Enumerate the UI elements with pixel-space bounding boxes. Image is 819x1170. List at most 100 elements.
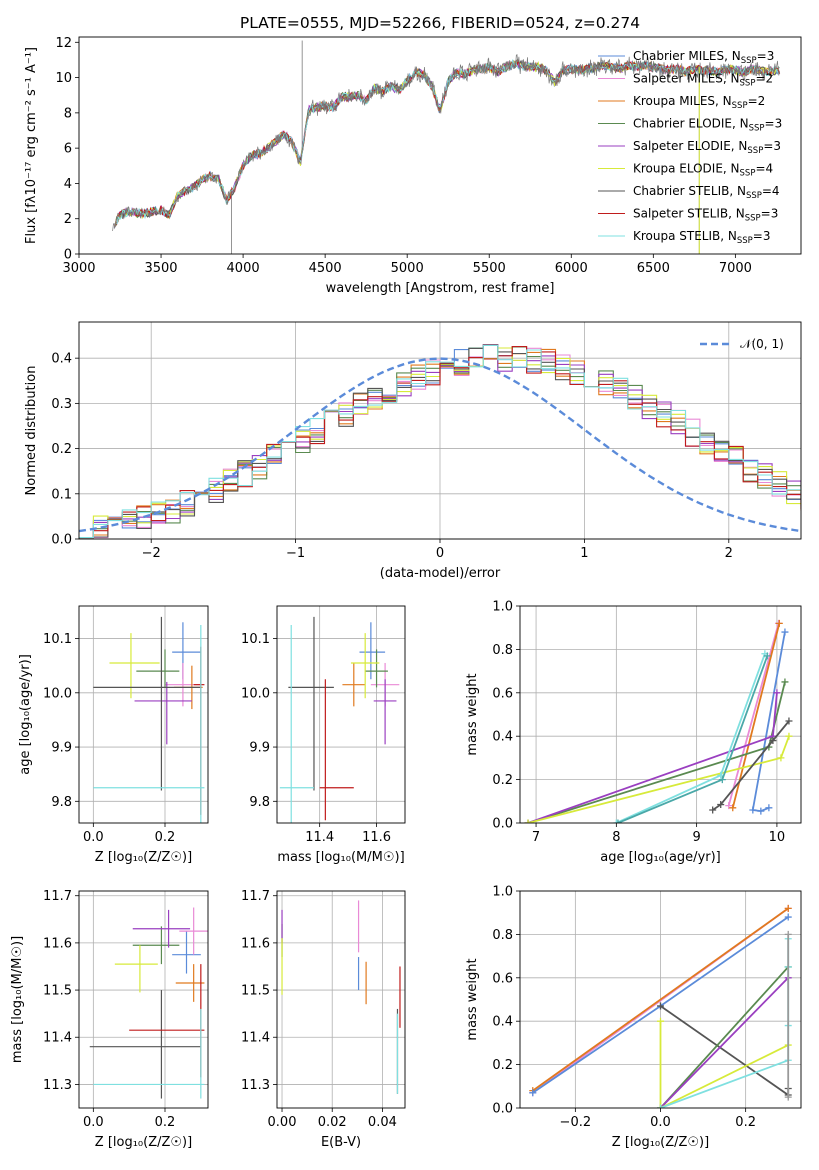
residual-histogram — [79, 347, 801, 539]
x-axis-label: wavelength [Angstrom, rest frame] — [326, 281, 555, 296]
y-tick-label: 0.1 — [51, 487, 72, 502]
mass-weight-marker — [717, 801, 725, 809]
mass-weight-line — [727, 623, 780, 806]
legend-entry: Chabrier ELODIE, NSSP=3 — [633, 117, 782, 134]
x-tick-label: 0 — [436, 546, 444, 561]
x-tick-label: 9 — [692, 830, 700, 845]
x-axis-label: Z [log₁₀(Z/Z☉)] — [95, 1135, 192, 1150]
legend-entry: Salpeter MILES, NSSP=2 — [633, 72, 773, 89]
plot-area — [79, 344, 801, 539]
x-tick-label: −2 — [142, 546, 161, 561]
plot-area — [93, 616, 205, 823]
y-tick-label: 10.0 — [43, 686, 72, 701]
y-axis-label: mass weight — [465, 958, 480, 1040]
y-tick-label: 12 — [55, 36, 72, 51]
legend-entry: Kroupa STELIB, NSSP=3 — [633, 229, 771, 246]
y-tick-label: 0.8 — [492, 928, 513, 943]
y-tick-label: 0.4 — [492, 1015, 513, 1030]
x-tick-label: 0.00 — [268, 1115, 297, 1130]
y-tick-label: 11.3 — [241, 1078, 270, 1093]
axes-frame — [78, 890, 209, 1109]
x-tick-label: 2 — [725, 546, 733, 561]
gaussian-curve — [79, 357, 801, 533]
legend-entry: Chabrier MILES, NSSP=3 — [633, 49, 774, 66]
y-tick-label: 0.0 — [492, 817, 513, 832]
x-tick-label: 1 — [580, 546, 588, 561]
x-axis-label: Z [log₁₀(Z/Z☉)] — [95, 850, 192, 865]
x-tick-label: 7 — [532, 830, 540, 845]
y-tick-label: 11.4 — [43, 1031, 72, 1046]
mass-weight-marker — [784, 913, 792, 921]
mass-weight-marker — [765, 804, 773, 812]
y-tick-label: 0.6 — [492, 971, 513, 986]
mass-weight-marker — [612, 819, 620, 823]
plot-area — [524, 619, 793, 823]
y-tick-label: 11.7 — [43, 889, 72, 904]
x-tick-label: 0.0 — [83, 830, 104, 845]
x-tick-label: 8 — [612, 830, 620, 845]
legend-entry: Chabrier STELIB, NSSP=4 — [633, 184, 780, 201]
mass-weight-line — [659, 1005, 790, 1097]
x-tick-label: 0.0 — [650, 1115, 671, 1130]
x-tick-label: 5000 — [391, 261, 424, 276]
y-axis-label: Normed distribution — [24, 366, 39, 496]
legend-entry: Salpeter STELIB, NSSP=3 — [633, 207, 778, 224]
x-tick-label: −1 — [286, 546, 305, 561]
x-axis-label: mass [log₁₀(M/M☉)] — [277, 850, 404, 865]
y-tick-label: 0.3 — [51, 397, 72, 412]
y-tick-label: 0.2 — [492, 773, 513, 788]
axes-frame — [78, 605, 209, 824]
mass-weight-marker — [785, 732, 793, 740]
legend-entry: Salpeter ELODIE, NSSP=3 — [633, 139, 781, 156]
x-tick-label: 11.6 — [362, 830, 391, 845]
mass-weight-line — [617, 655, 769, 823]
mass-weight-marker — [757, 807, 765, 815]
mass-weight-marker — [749, 806, 757, 814]
mass-weight-marker — [657, 1002, 664, 1010]
y-tick-label: 10.1 — [43, 632, 72, 647]
y-tick-label: 1.0 — [492, 885, 513, 900]
y-tick-label: 10.1 — [241, 632, 270, 647]
y-tick-label: 9.8 — [51, 795, 72, 810]
mass-weight-marker — [777, 754, 785, 762]
x-axis-label: E(B-V) — [321, 1135, 361, 1150]
mass-weight-marker — [775, 619, 783, 627]
y-tick-label: 11.5 — [241, 984, 270, 999]
y-tick-label: 11.3 — [43, 1078, 72, 1093]
y-tick-label: 0 — [64, 248, 72, 263]
axes-frame — [78, 36, 802, 255]
y-tick-label: 9.9 — [249, 741, 270, 756]
y-tick-label: 11.5 — [43, 984, 72, 999]
x-axis-label: Z [log₁₀(Z/Z☉)] — [612, 1135, 709, 1150]
x-tick-label: 0.2 — [735, 1115, 756, 1130]
x-tick-label: 0.02 — [318, 1115, 347, 1130]
y-tick-label: 6 — [64, 142, 72, 157]
mass-weight-marker — [769, 737, 777, 745]
y-tick-label: 10.0 — [241, 686, 270, 701]
x-axis-label: age [log₁₀(age/yr)] — [600, 850, 721, 865]
mass-weight-marker — [657, 1017, 664, 1025]
x-axis-label: (data-model)/error — [380, 566, 501, 581]
axes-frame — [78, 321, 802, 540]
mass-weight-line — [659, 1021, 789, 1108]
plot-area — [281, 900, 401, 1094]
y-tick-label: 0.2 — [492, 1058, 513, 1073]
mass-weight-marker — [614, 819, 622, 823]
panel-7 — [516, 890, 802, 1112]
mass-weight-marker — [784, 904, 792, 912]
x-tick-label: −0.2 — [560, 1115, 592, 1130]
chart-title: PLATE=0555, MJD=52266, FIBERID=0524, z=0… — [240, 14, 640, 32]
y-axis-label: mass [log₁₀(M/M☉)] — [10, 936, 25, 1063]
plot-area — [279, 616, 400, 823]
x-tick-label: 0.0 — [83, 1115, 104, 1130]
axes-frame — [519, 890, 802, 1109]
x-tick-label: 7000 — [719, 261, 752, 276]
y-tick-label: 0.2 — [51, 442, 72, 457]
y-tick-label: 0.0 — [492, 1102, 513, 1117]
y-tick-label: 11.7 — [241, 889, 270, 904]
mass-weight-line — [751, 631, 786, 813]
y-tick-label: 0.4 — [51, 352, 72, 367]
x-tick-label: 0.2 — [155, 830, 176, 845]
model-spectrum-line — [116, 59, 779, 225]
